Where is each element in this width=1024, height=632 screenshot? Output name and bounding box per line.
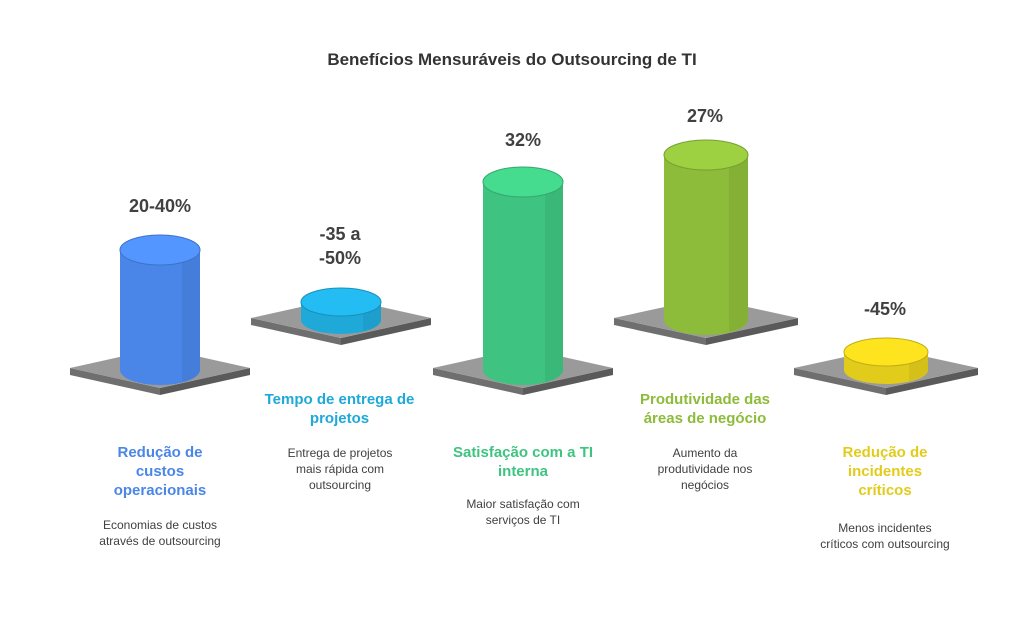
cylinder-top-1 [119, 234, 201, 266]
value-label-4: 27% [686, 106, 724, 126]
category-label-4: Produtividade das áreas de negócio [639, 391, 771, 427]
value-label-5: -45% [863, 299, 907, 319]
platform-side-right-5 [886, 368, 978, 395]
category-description-2: Entrega de projetos mais rápida com outs… [287, 446, 393, 492]
category-description-1: Economias de custos através de outsourci… [99, 518, 221, 548]
chart-title: Benefícios Mensuráveis do Outsourcing de… [327, 50, 697, 69]
platform-side-left-5 [794, 368, 886, 395]
value-label-3: 32% [504, 130, 542, 150]
cylinder-shade-1 [182, 250, 200, 382]
platform-side-right-4 [706, 318, 798, 345]
cylinder-shade-4 [729, 155, 748, 332]
platform-side-left-2 [251, 318, 341, 345]
platform-side-right-1 [160, 368, 250, 395]
platform-side-left-1 [70, 368, 160, 395]
category-label-1: Redução de custos operacionais [113, 444, 207, 499]
value-label-2: -35 a -50% [318, 224, 362, 268]
category-label-2: Tempo de entrega de projetos [264, 391, 415, 427]
category-description-5: Menos incidentes críticos com outsourcin… [820, 521, 950, 551]
cylinder-body-3 [483, 182, 563, 385]
cylinder-top-5 [843, 337, 929, 367]
value-label-1: 20-40% [128, 196, 192, 216]
platform-side-left-4 [614, 318, 706, 345]
cylinder-top-4 [663, 139, 749, 171]
cylinder-body-4 [664, 155, 748, 335]
category-description-3: Maior satisfação com serviços de TI [466, 497, 580, 527]
platform-side-right-3 [523, 368, 613, 395]
platform-side-left-3 [433, 368, 523, 395]
cylinder-body-1 [120, 250, 200, 385]
cylinder-shade-3 [545, 182, 563, 382]
cylinder-top-3 [482, 166, 564, 198]
category-description-4: Aumento da produtividade nos negócios [657, 446, 753, 492]
platform-side-right-2 [341, 318, 431, 345]
category-label-3: Satisfação com a TI interna [452, 444, 594, 480]
cylinder-top-2 [300, 287, 382, 317]
category-label-5: Redução de incidentes críticos [842, 444, 928, 499]
